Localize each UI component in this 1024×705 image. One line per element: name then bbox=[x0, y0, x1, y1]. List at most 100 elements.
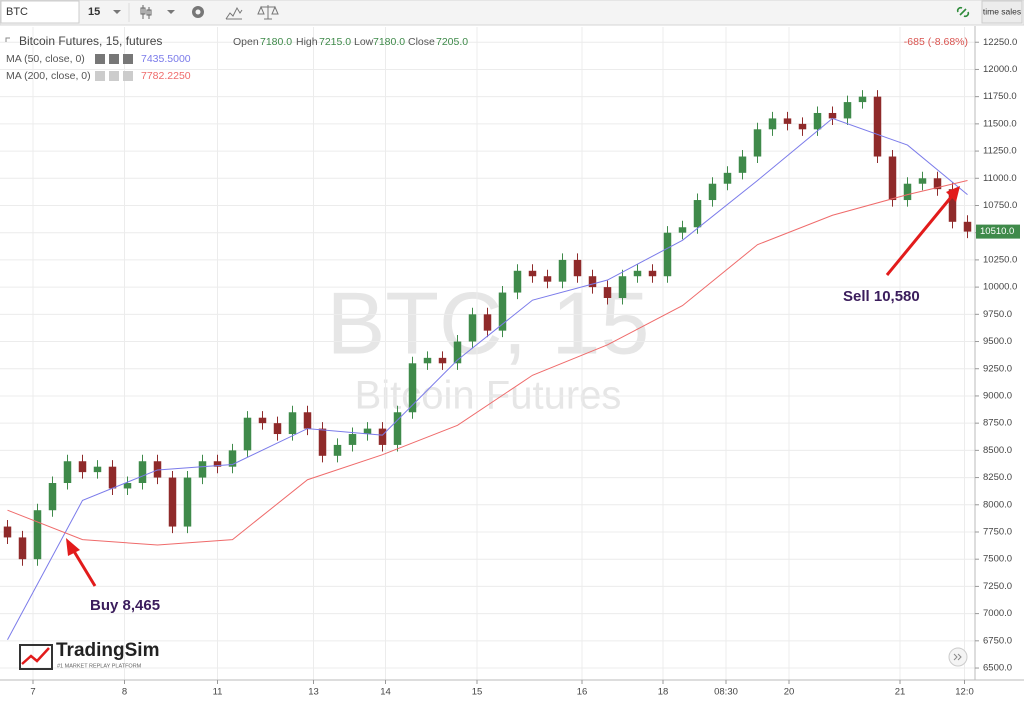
time-sales-label[interactable]: time sales bbox=[983, 6, 1021, 16]
candle-body bbox=[333, 444, 342, 456]
candle-body bbox=[483, 314, 492, 331]
scroll-button[interactable] bbox=[948, 647, 968, 667]
x-tick-label: 08:30 bbox=[714, 687, 738, 698]
candle-body bbox=[663, 232, 672, 277]
close-label: Close bbox=[408, 36, 435, 48]
candle-body bbox=[273, 423, 282, 435]
buy-annotation: Buy 8,465 bbox=[90, 597, 160, 614]
legend-entry: MA (200, close, 0) bbox=[6, 70, 91, 82]
x-tick-label: 15 bbox=[472, 687, 483, 698]
y-tick-label: 8500.0 bbox=[983, 445, 1012, 456]
candle-body bbox=[378, 428, 387, 445]
branding: TradingSim #1 MARKET REPLAY PLATFORM bbox=[19, 640, 968, 670]
y-tick-label: 7500.0 bbox=[983, 554, 1012, 565]
y-tick-label: 10750.0 bbox=[983, 200, 1017, 211]
candle-body bbox=[18, 537, 27, 560]
candle-body bbox=[528, 270, 537, 277]
legend-icon bbox=[123, 54, 133, 64]
brand-tagline: #1 MARKET REPLAY PLATFORM bbox=[57, 663, 142, 669]
candle-body bbox=[63, 461, 72, 484]
compare-icon[interactable] bbox=[257, 5, 279, 20]
dropdown-icon[interactable] bbox=[167, 10, 175, 14]
x-tick-label: 11 bbox=[213, 687, 223, 698]
x-tick-label: 13 bbox=[308, 687, 319, 698]
legend-icon bbox=[109, 54, 119, 64]
settings-icon-hole bbox=[195, 9, 201, 15]
candle-body bbox=[363, 428, 372, 435]
open-label: Open bbox=[233, 36, 259, 48]
candle-body bbox=[843, 102, 852, 119]
candle-body bbox=[783, 118, 792, 124]
dropdown-icon[interactable] bbox=[113, 10, 121, 14]
candle-body bbox=[228, 450, 237, 467]
candle-body bbox=[123, 483, 132, 489]
candle-body bbox=[153, 461, 162, 478]
last-price-label: 10510.0 bbox=[980, 226, 1014, 237]
candle-body bbox=[798, 123, 807, 130]
candle-body bbox=[573, 259, 582, 277]
x-tick-label: 14 bbox=[380, 687, 391, 698]
y-tick-label: 6750.0 bbox=[983, 635, 1012, 646]
legend: Bitcoin Futures, 15, futures Open 7180.0… bbox=[5, 34, 968, 48]
candle-body bbox=[348, 434, 357, 445]
legend-icon bbox=[109, 71, 119, 81]
candle-body bbox=[213, 461, 222, 467]
sell-arrow-head bbox=[946, 186, 960, 202]
buy-arrow bbox=[70, 547, 97, 587]
logo-arrow bbox=[21, 647, 50, 665]
y-tick-label: 12250.0 bbox=[983, 37, 1017, 48]
candle-body bbox=[393, 412, 402, 445]
high-value: 7215.0 bbox=[319, 36, 351, 48]
candle-body bbox=[903, 183, 912, 201]
candle-body bbox=[543, 276, 552, 282]
logo-frame bbox=[19, 644, 53, 670]
candle-body bbox=[918, 178, 927, 184]
y-tick-label: 9250.0 bbox=[983, 363, 1012, 374]
collapse-icon[interactable] bbox=[5, 37, 10, 42]
candle-body bbox=[438, 357, 447, 364]
candle-body bbox=[678, 227, 687, 233]
scroll-icon bbox=[953, 653, 962, 661]
candle-body bbox=[933, 178, 942, 190]
y-tick-label: 11250.0 bbox=[983, 146, 1017, 157]
candle-body bbox=[453, 341, 462, 364]
candle-body bbox=[708, 183, 717, 201]
candle-body bbox=[48, 483, 57, 511]
candle-body bbox=[723, 172, 732, 184]
time-sales-button[interactable] bbox=[981, 0, 1023, 24]
sell-annotation: Sell 10,580 bbox=[843, 288, 920, 305]
y-tick-label: 7000.0 bbox=[983, 608, 1012, 619]
legend-value: 7435.5000 bbox=[141, 53, 191, 65]
legend-title: Bitcoin Futures, 15, futures bbox=[19, 34, 162, 48]
x-tick-label: 21 bbox=[895, 687, 906, 698]
x-tick-label: 18 bbox=[658, 687, 669, 698]
y-tick-label: 9750.0 bbox=[983, 309, 1012, 320]
x-tick-label: 16 bbox=[577, 687, 588, 698]
candle-body bbox=[93, 466, 102, 473]
candle-body bbox=[693, 200, 702, 228]
y-tick-label: 7250.0 bbox=[983, 581, 1012, 592]
symbol-input[interactable] bbox=[0, 0, 80, 24]
chart-style-icon[interactable] bbox=[140, 5, 152, 19]
indicators-icon[interactable] bbox=[225, 6, 243, 20]
change: -685 (-8.68%) bbox=[904, 36, 968, 48]
candle-body bbox=[138, 461, 147, 484]
candle-body bbox=[603, 287, 612, 298]
low-value: 7180.0 bbox=[373, 36, 405, 48]
candle-body bbox=[738, 156, 747, 173]
y-tick-label: 9500.0 bbox=[983, 336, 1012, 347]
candle-body bbox=[468, 314, 477, 342]
candle-body bbox=[423, 357, 432, 364]
candle-body bbox=[828, 112, 837, 119]
candle-body bbox=[408, 363, 417, 413]
candle-body bbox=[498, 292, 507, 331]
symbol[interactable]: BTC bbox=[6, 6, 28, 18]
candle-body bbox=[948, 189, 957, 222]
candle-body bbox=[813, 112, 822, 130]
interval[interactable]: 15 bbox=[88, 6, 100, 18]
link-icon[interactable] bbox=[956, 6, 970, 18]
candle-body bbox=[183, 477, 192, 527]
x-tick-label: 12:0 bbox=[955, 687, 974, 698]
